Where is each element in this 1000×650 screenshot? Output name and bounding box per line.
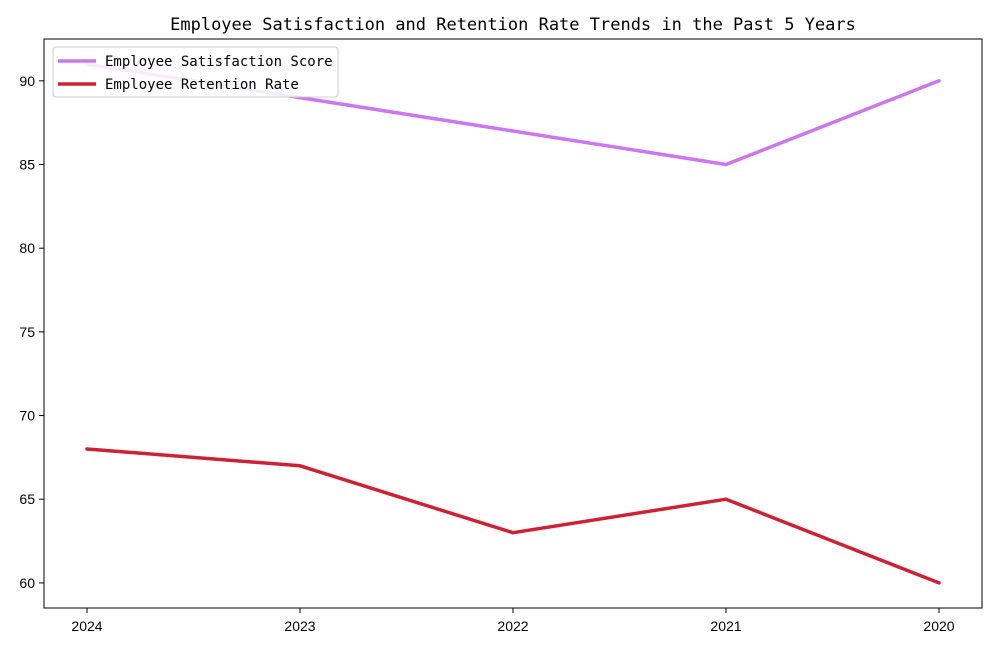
x-tick-label-2020: 2020	[923, 618, 954, 634]
data-point-1-2021	[724, 162, 728, 167]
x-tick-label-2024: 2024	[71, 618, 102, 634]
legend-label-2: Employee Retention Rate	[105, 77, 299, 93]
y-tick-label-90: 90	[19, 73, 35, 89]
series-layer	[85, 62, 941, 585]
data-point-2-2020	[937, 581, 941, 585]
data-point-2-2021	[724, 497, 728, 501]
y-tick-label-65: 65	[19, 491, 35, 507]
y-tick-label-75: 75	[19, 324, 35, 340]
y-axis: 60 65 70 75 80 85 90	[19, 73, 44, 591]
data-point-1-2022	[511, 129, 515, 133]
plot-frame	[43, 38, 983, 609]
x-tick-label-2022: 2022	[497, 618, 528, 634]
x-tick-label-2021: 2021	[710, 618, 741, 634]
data-point-2-2022	[511, 531, 515, 535]
x-tick-label-2023: 2023	[284, 618, 315, 634]
y-tick-label-80: 80	[19, 240, 35, 256]
x-axis: 2024 2023 2022 2021 2020	[71, 608, 955, 634]
data-point-1-2020	[937, 79, 941, 83]
legend-box	[52, 46, 339, 98]
y-tick-label-85: 85	[19, 157, 35, 173]
y-tick-label-70: 70	[19, 408, 35, 424]
series-line-2	[85, 447, 941, 585]
legend: Employee Satisfaction Score Employee Rete…	[52, 46, 339, 98]
data-point-2-2024	[85, 447, 89, 451]
y-tick-label-60: 60	[19, 575, 35, 591]
chart-title: Employee Satisfaction and Retention Rate…	[170, 15, 856, 35]
data-point-2-2023	[298, 464, 302, 468]
legend-label-1: Employee Satisfaction Score	[105, 54, 333, 70]
